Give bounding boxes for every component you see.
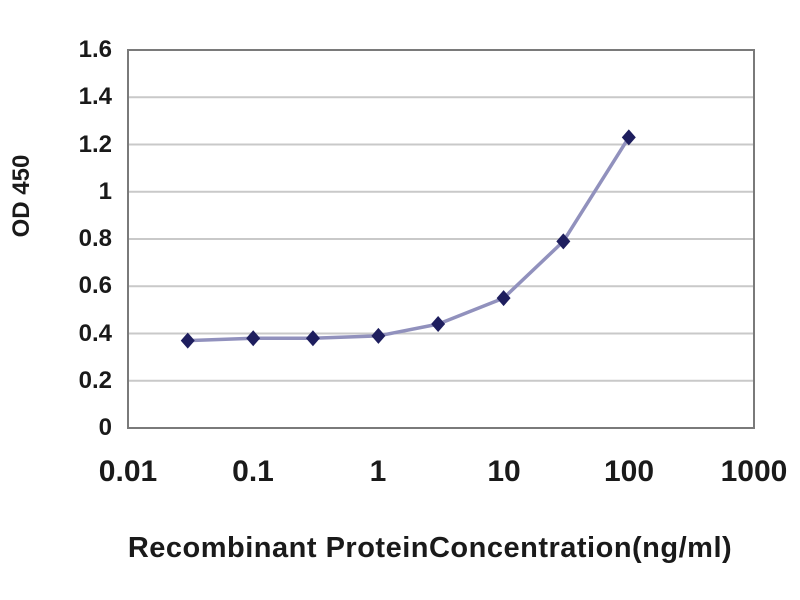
- x-axis-title: Recombinant ProteinConcentration(ng/ml): [127, 532, 733, 564]
- y-axis-title: OD 450: [8, 154, 35, 238]
- series-markers: [180, 129, 636, 349]
- y-tick-label: 0.6: [78, 272, 112, 299]
- y-tick-label: 1.4: [78, 83, 112, 110]
- y-tick-label: 0: [98, 414, 112, 441]
- data-point-marker: [246, 330, 261, 347]
- y-tick-label: 1: [98, 178, 112, 205]
- y-tick-label: 1.2: [78, 131, 112, 158]
- data-point-marker: [556, 233, 571, 250]
- data-point-marker: [496, 290, 511, 307]
- y-tick-label: 1.6: [78, 36, 112, 63]
- data-point-marker: [621, 129, 636, 146]
- x-tick-label: 100: [603, 455, 655, 488]
- data-point-marker: [180, 332, 195, 349]
- gridlines: [128, 96, 754, 382]
- plot-border: [127, 49, 755, 429]
- y-tick-label: 0.2: [78, 367, 112, 394]
- x-tick-label: 0.1: [232, 455, 274, 488]
- x-tick-label: 1000: [720, 455, 788, 488]
- data-point-marker: [305, 330, 320, 347]
- y-tick-label: 0.8: [78, 225, 112, 252]
- x-tick-label: 1: [369, 455, 387, 488]
- data-point-marker: [371, 327, 386, 344]
- data-point-marker: [431, 316, 446, 333]
- y-tick-label: 0.4: [78, 320, 112, 347]
- x-tick-label: 10: [487, 455, 521, 488]
- series-line: [187, 136, 631, 343]
- x-tick-label: 0.01: [98, 455, 158, 488]
